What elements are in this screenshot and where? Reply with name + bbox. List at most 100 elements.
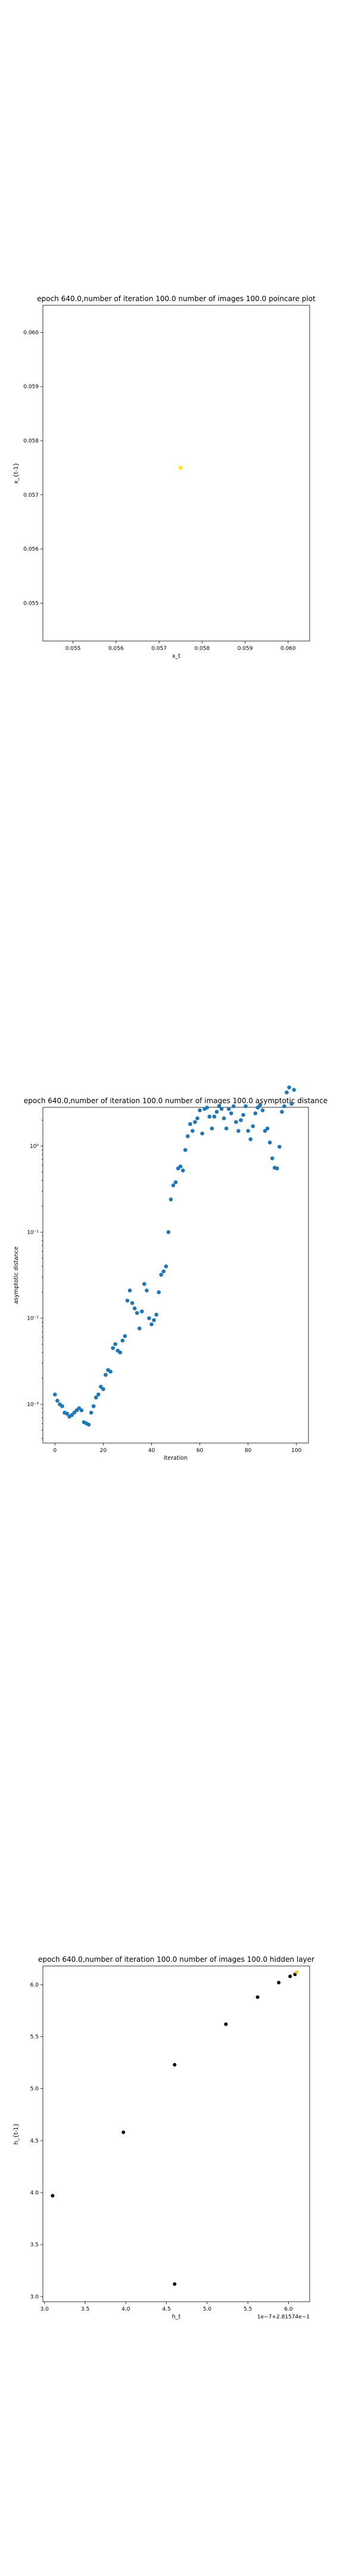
data-point — [253, 1111, 258, 1116]
data-point — [214, 1110, 219, 1114]
data-point — [132, 1306, 137, 1311]
data-point — [180, 1168, 185, 1173]
x-tick-label: 0.058 — [194, 646, 210, 652]
data-point — [207, 1114, 212, 1119]
data-point — [166, 1230, 171, 1234]
y-tick-label: 6.0 — [30, 1982, 39, 1988]
y-tick-label: 0.055 — [23, 600, 39, 606]
data-point — [89, 1410, 93, 1415]
data-point — [236, 1129, 241, 1133]
data-point — [51, 2194, 55, 2198]
x-tick-label: 0 — [53, 1448, 57, 1454]
data-point — [157, 1290, 161, 1295]
x-tick-label: 20 — [100, 1448, 107, 1454]
data-point — [260, 1108, 265, 1113]
y-tick-label: 4.5 — [30, 2138, 39, 2144]
data-point — [210, 1126, 214, 1131]
chart-title: epoch 640.0,number of iteration 100.0 nu… — [24, 1097, 328, 1105]
data-point — [239, 1118, 243, 1122]
chart-title: epoch 640.0,number of iteration 100.0 nu… — [37, 295, 316, 303]
data-point — [161, 1269, 166, 1274]
data-point — [280, 1110, 284, 1114]
x-tick-label: 60 — [197, 1448, 204, 1454]
data-point — [188, 1122, 192, 1126]
y-tick-label: 5.5 — [30, 2035, 39, 2041]
data-point — [101, 1387, 105, 1391]
data-point — [70, 1413, 74, 1417]
data-point — [232, 1104, 236, 1109]
data-point — [275, 1166, 279, 1171]
x-tick-label: 3.5 — [81, 2306, 89, 2312]
data-point — [265, 1126, 270, 1131]
data-point — [224, 2022, 228, 2026]
data-point — [263, 1129, 267, 1133]
data-point — [130, 1301, 135, 1305]
x-tick-label: 0.059 — [238, 646, 253, 652]
data-point — [145, 1288, 149, 1293]
data-point — [147, 1316, 151, 1320]
x-axis-label: h_t — [172, 2314, 181, 2320]
data-point — [121, 2130, 126, 2134]
data-point — [149, 1322, 154, 1327]
data-point — [55, 1398, 60, 1403]
x-tick-label: 3.0 — [40, 2306, 49, 2312]
data-point — [173, 2063, 177, 2067]
data-point — [267, 1140, 272, 1145]
data-point — [251, 1124, 255, 1128]
data-point — [152, 1318, 156, 1323]
data-point — [104, 1373, 108, 1377]
data-point — [99, 1385, 103, 1389]
y-axis-label: x_{t-1} — [13, 463, 20, 484]
data-point — [244, 1104, 248, 1109]
data-point — [142, 1281, 146, 1286]
x-offset-label: 1e−7+2.81574e−1 — [257, 2314, 310, 2320]
asymptotic-distance-chart: epoch 640.0,number of iteration 100.0 nu… — [0, 859, 343, 1717]
x-tick-label: 4.5 — [162, 2306, 170, 2312]
plot-frame — [42, 305, 310, 642]
data-point — [159, 1272, 163, 1277]
chart-title: epoch 640.0,number of iteration 100.0 nu… — [38, 1955, 314, 1964]
data-point — [171, 1183, 176, 1188]
data-point — [258, 1103, 263, 1107]
data-point — [200, 1131, 204, 1136]
data-point — [79, 1408, 84, 1413]
asymptotic-distance-svg: epoch 640.0,number of iteration 100.0 nu… — [13, 1085, 328, 1462]
poincare-plot-svg: epoch 640.0,number of iteration 100.0 nu… — [13, 295, 316, 660]
data-point — [241, 1113, 245, 1117]
data-point — [289, 1101, 294, 1106]
data-point — [154, 1312, 158, 1317]
x-tick-label: 0.060 — [280, 646, 296, 652]
data-point — [255, 1995, 260, 1999]
data-point — [118, 1350, 123, 1355]
y-tick-label: 0.057 — [23, 493, 39, 499]
y-tick-label: 0.056 — [23, 547, 39, 553]
data-point — [287, 1085, 291, 1089]
data-point — [125, 1298, 130, 1303]
x-tick-label: 100 — [291, 1448, 301, 1454]
y-tick-label: 3.0 — [30, 2294, 39, 2300]
plot-frame — [42, 1965, 310, 2302]
data-point — [178, 465, 183, 470]
data-point — [185, 1134, 190, 1138]
data-point — [178, 1164, 183, 1169]
y-tick-label: 10⁰ — [30, 1144, 39, 1150]
y-tick-label: 0.059 — [23, 384, 39, 390]
data-point — [195, 1116, 199, 1120]
data-point — [65, 1411, 69, 1416]
y-tick-label: 10⁻² — [27, 1316, 39, 1322]
data-point — [282, 1104, 286, 1109]
plot-frame — [42, 1107, 309, 1444]
data-point — [111, 1346, 115, 1351]
data-point — [224, 1126, 229, 1131]
y-tick-label: 3.5 — [30, 2242, 39, 2248]
data-point — [226, 1107, 231, 1111]
data-point — [205, 1106, 210, 1110]
data-point — [183, 1148, 188, 1152]
y-tick-label: 10⁻³ — [27, 1402, 39, 1408]
x-tick-label: 0.055 — [66, 646, 81, 652]
data-point — [229, 1111, 233, 1116]
data-point — [108, 1369, 113, 1374]
x-tick-label: 40 — [148, 1448, 155, 1454]
poincare-chart: epoch 640.0,number of iteration 100.0 nu… — [0, 0, 343, 859]
x-tick-label: 4.0 — [121, 2306, 130, 2312]
